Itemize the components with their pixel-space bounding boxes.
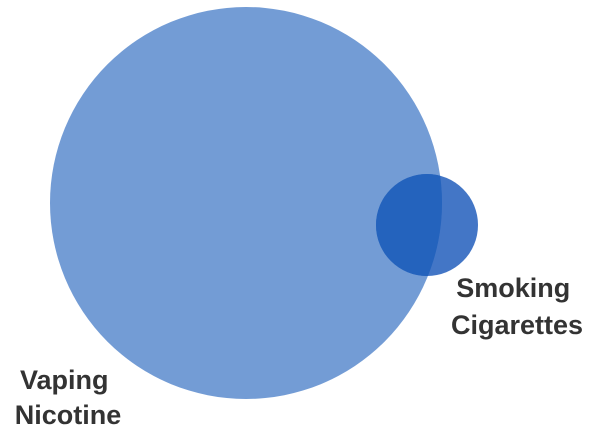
vaping-label: Vaping Nicotine bbox=[15, 365, 122, 428]
vaping-label-line-2: Nicotine bbox=[15, 400, 122, 428]
smoking-label-line-1: Smoking bbox=[456, 273, 570, 303]
vaping-circle bbox=[50, 7, 442, 399]
vaping-label-line-1: Vaping bbox=[20, 365, 109, 395]
smoking-label: Smoking Cigarettes bbox=[451, 273, 583, 340]
smoking-label-line-2: Cigarettes bbox=[451, 310, 583, 340]
